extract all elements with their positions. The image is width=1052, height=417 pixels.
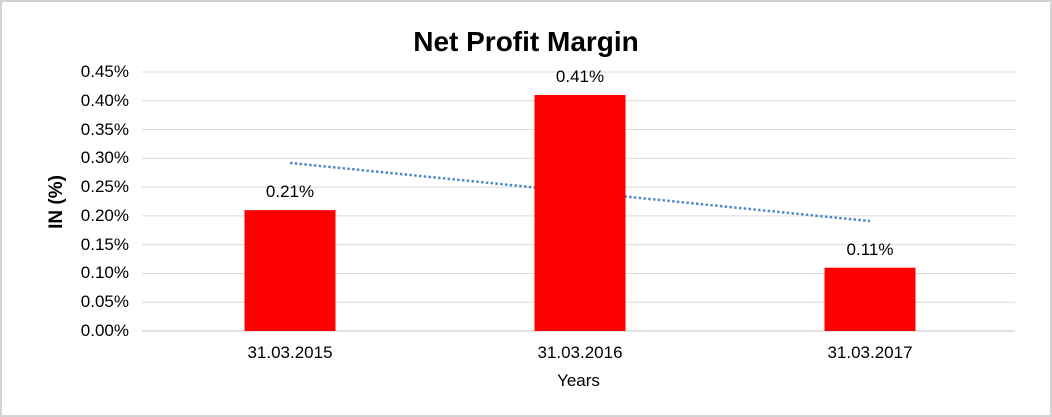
x-category-label: 31.03.2015 [247, 343, 333, 362]
x-axis-title: Years [557, 371, 600, 390]
y-tick-label: 0.20% [80, 205, 129, 225]
y-tick-label: 0.05% [80, 292, 129, 312]
y-tick-label: 0.10% [80, 263, 129, 283]
bar [824, 267, 916, 331]
y-tick-label: 0.45% [80, 62, 129, 81]
y-tick-label: 0.15% [80, 234, 129, 254]
bar-data-label: 0.11% [846, 239, 894, 259]
y-tick-label: 0.25% [80, 177, 129, 197]
bar-data-label: 0.21% [265, 182, 315, 202]
bar-data-label: 0.41% [555, 67, 605, 87]
chart-title: Net Profit Margin [413, 26, 639, 57]
bar [244, 210, 336, 331]
y-tick-label: 0.00% [80, 321, 129, 340]
x-category-label: 31.03.2017 [827, 343, 913, 362]
bar [534, 95, 626, 332]
y-tick-label: 0.40% [80, 90, 129, 110]
x-category-label: 31.03.2016 [537, 343, 623, 362]
trendline [289, 161, 871, 223]
y-tick-label: 0.35% [80, 119, 129, 139]
y-tick-label: 0.30% [80, 148, 129, 168]
